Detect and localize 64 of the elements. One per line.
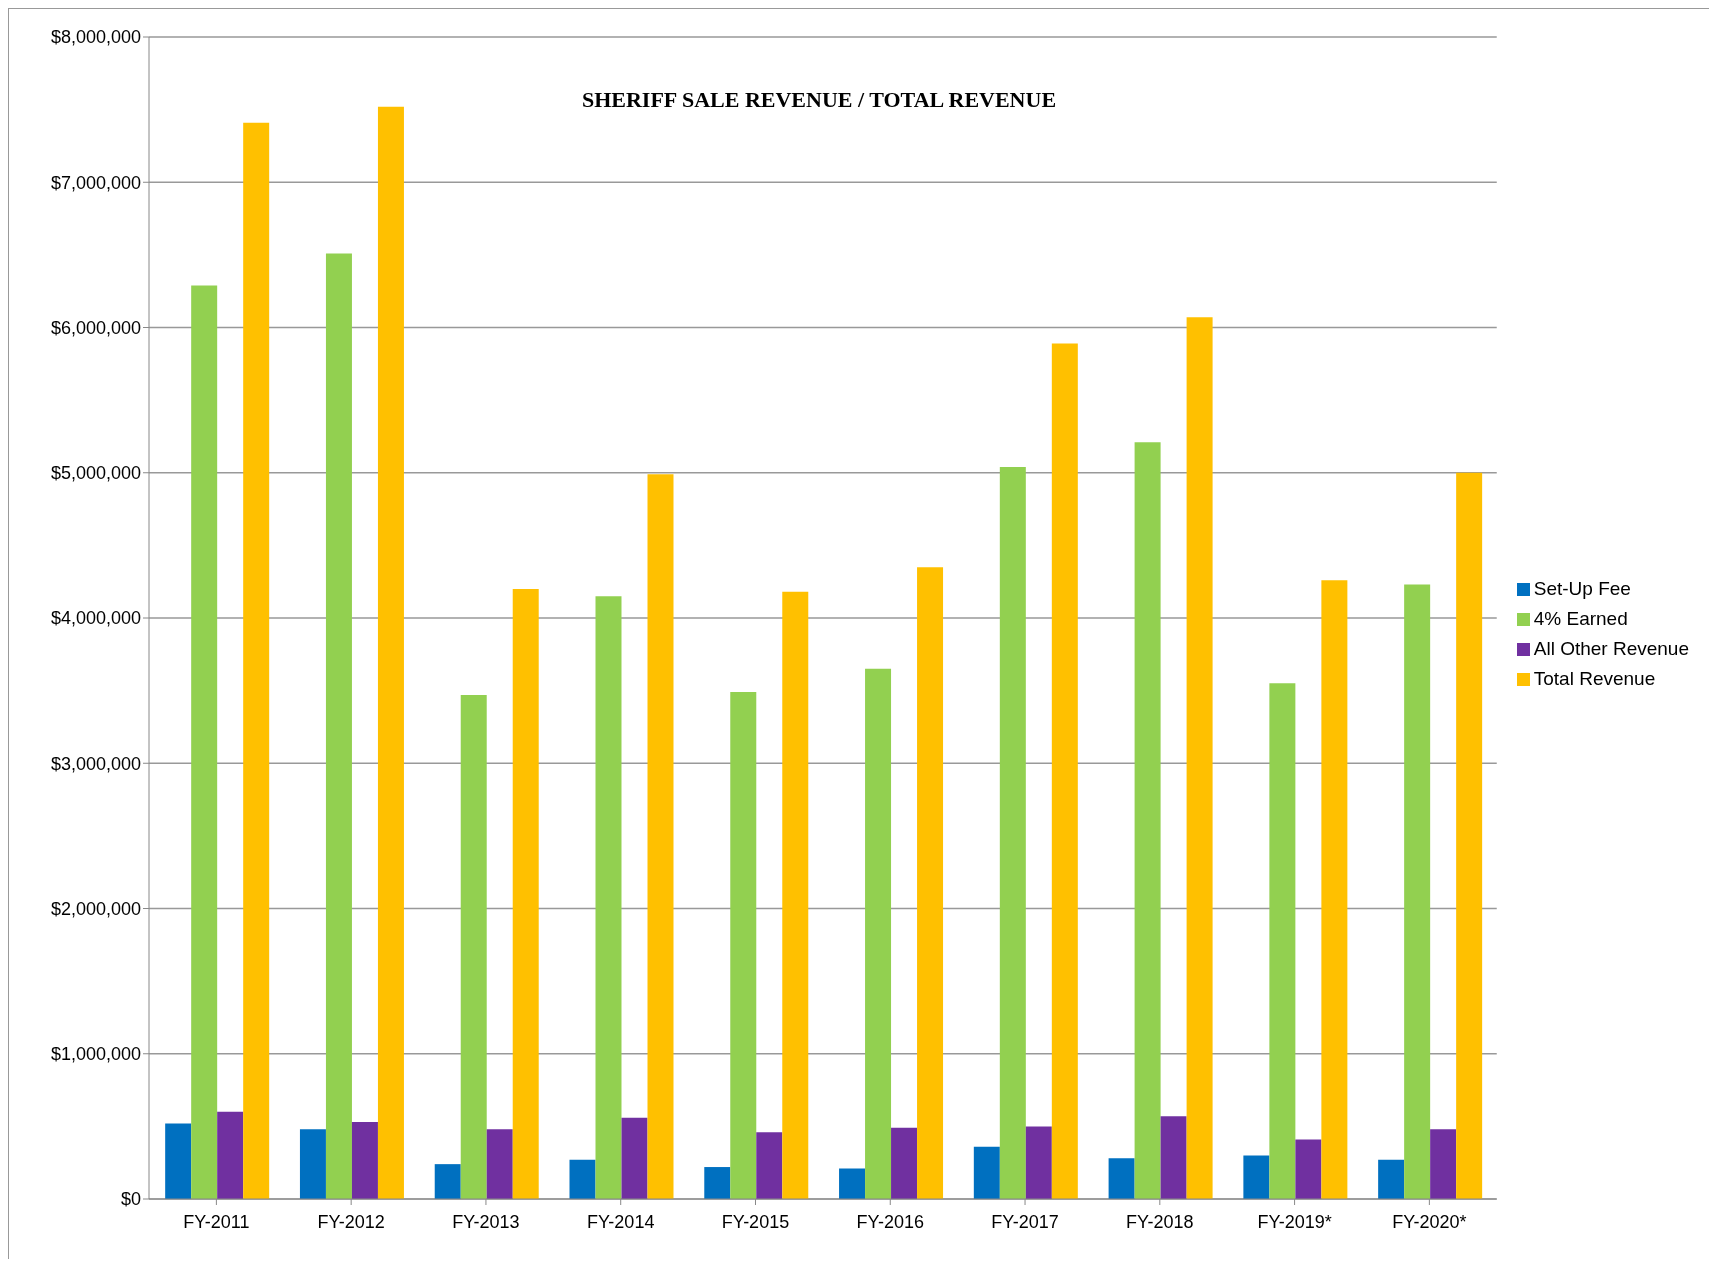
bar (191, 285, 218, 1199)
bar (351, 1122, 378, 1199)
bar (460, 694, 487, 1199)
legend-label: Total Revenue (1533, 668, 1656, 689)
bar (1243, 1155, 1270, 1199)
bar (1186, 317, 1213, 1199)
bar (165, 1123, 192, 1199)
y-tick-label: $1,000,000 (50, 1044, 141, 1065)
bar (917, 567, 944, 1199)
text: SHERIFF SALE REVENUE / TOTAL REVENUE (580, 87, 1058, 113)
bar (1269, 683, 1296, 1199)
bar (756, 1132, 783, 1199)
x-tick-label: FY-2014 (587, 1211, 655, 1232)
bar (512, 588, 539, 1199)
x-tick-label: FY-2017 (991, 1211, 1059, 1232)
x-tick-label: FY-2019* (1257, 1211, 1332, 1232)
x-tick-label: FY-2020* (1392, 1211, 1467, 1232)
y-tick-label: $0 (120, 1189, 141, 1210)
bar (243, 122, 270, 1199)
bar (434, 1164, 461, 1199)
bar (1134, 442, 1161, 1199)
bar (595, 596, 622, 1199)
bar (1051, 343, 1078, 1199)
x-tick-label: FY-2011 (183, 1211, 250, 1232)
y-tick-label: $3,000,000 (50, 753, 141, 774)
bar (1456, 472, 1483, 1199)
y-tick-label: $6,000,000 (50, 317, 141, 338)
legend-label: All Other Revenue (1533, 638, 1689, 659)
y-tick-label: $2,000,000 (50, 898, 141, 919)
legend-label: Set-Up Fee (1533, 578, 1631, 599)
y-tick-label: $4,000,000 (50, 608, 141, 629)
bar (486, 1129, 513, 1199)
bar (704, 1167, 731, 1199)
y-tick-label: $5,000,000 (50, 463, 141, 484)
bar (839, 1168, 866, 1199)
bar (1378, 1159, 1405, 1199)
bar (1108, 1158, 1135, 1199)
bar (730, 692, 757, 1199)
bar (217, 1111, 244, 1199)
bar (1295, 1139, 1322, 1199)
bar (569, 1159, 596, 1199)
bar (325, 253, 352, 1199)
bar (1430, 1129, 1457, 1199)
y-tick-label: $7,000,000 (50, 172, 141, 193)
x-tick-label: FY-2015 (721, 1211, 790, 1232)
x-tick-label: FY-2013 (452, 1211, 520, 1232)
bar (891, 1127, 918, 1199)
bar (865, 668, 892, 1199)
bar (377, 106, 404, 1199)
bar (299, 1129, 326, 1199)
bar (1321, 580, 1348, 1199)
x-tick-label: FY-2012 (317, 1211, 385, 1232)
bar (1404, 584, 1431, 1199)
y-tick-label: $8,000,000 (50, 27, 141, 48)
bar (647, 474, 674, 1199)
bar (999, 466, 1026, 1199)
bar (782, 591, 809, 1199)
x-tick-label: FY-2018 (1126, 1211, 1194, 1232)
x-tick-label: FY-2016 (856, 1211, 924, 1232)
bar (1160, 1116, 1187, 1199)
bar (1025, 1126, 1052, 1199)
legend-label: 4% Earned (1533, 608, 1628, 629)
bar (973, 1146, 1000, 1199)
bar (621, 1117, 648, 1199)
